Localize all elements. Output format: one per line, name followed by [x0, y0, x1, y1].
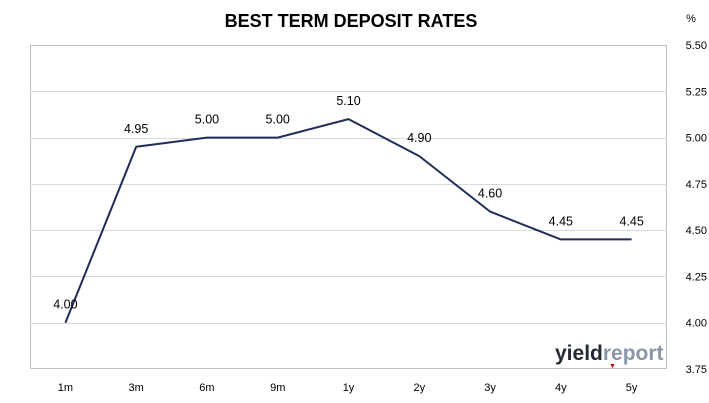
y-axis-unit: % — [686, 13, 696, 25]
y-tick-label: 4.25 — [686, 271, 707, 283]
y-tick-label: 5.25 — [686, 86, 707, 98]
series-line — [64, 118, 632, 324]
x-tick-label: 2y — [413, 382, 425, 394]
y-tick-label: 5.50 — [686, 40, 707, 52]
x-tick-label: 1m — [58, 382, 73, 394]
series-line-group — [64, 118, 632, 324]
y-tick-label: 3.75 — [686, 364, 707, 376]
gridlines — [30, 91, 667, 324]
plot-area-border — [30, 45, 667, 369]
x-tick-label: 3y — [484, 382, 496, 394]
data-label: 4.45 — [619, 214, 643, 228]
y-axis: 3.75 4.00 4.25 4.50 4.75 5.00 5.25 5.50 — [686, 40, 707, 376]
x-tick-label: 6m — [199, 382, 214, 394]
x-tick-label: 5y — [626, 382, 638, 394]
y-tick-label: 4.75 — [686, 179, 707, 191]
y-tick-label: 4.50 — [686, 225, 707, 237]
x-tick-label: 4y — [555, 382, 567, 394]
data-label: 5.00 — [195, 113, 219, 127]
x-tick-label: 1y — [343, 382, 355, 394]
data-label: 5.00 — [266, 113, 290, 127]
y-tick-label: 5.00 — [686, 133, 707, 145]
data-label: 4.60 — [478, 187, 502, 201]
logo-accent-icon — [610, 364, 615, 368]
chart-title: BEST TERM DEPOSIT RATES — [225, 11, 478, 31]
data-labels: 4.00 4.95 5.00 5.00 5.10 4.90 4.60 4.45 4.45 — [53, 94, 644, 312]
logo-text: yieldreport — [555, 342, 664, 365]
data-label: 4.00 — [53, 298, 77, 312]
data-label: 4.45 — [549, 214, 573, 228]
data-label: 5.10 — [336, 94, 360, 108]
data-label: 4.95 — [124, 122, 148, 136]
x-tick-label: 9m — [270, 382, 285, 394]
x-axis: 1m 3m 6m 9m 1y 2y 3y 4y 5y — [58, 382, 638, 394]
y-tick-label: 4.00 — [686, 318, 707, 330]
x-tick-label: 3m — [129, 382, 144, 394]
yieldreport-logo: yieldreport — [555, 342, 664, 368]
data-label: 4.90 — [407, 131, 431, 145]
